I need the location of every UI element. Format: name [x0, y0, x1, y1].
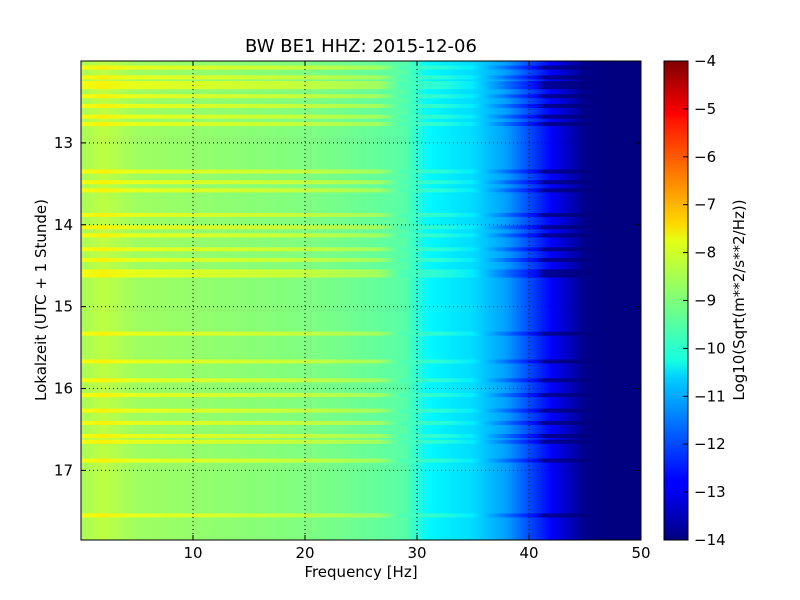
spectrogram-band	[81, 513, 597, 518]
spectrogram-band	[81, 188, 597, 193]
spectrogram-band	[81, 75, 597, 80]
spectrogram-band	[81, 104, 597, 109]
colorbar-tick-label: −14	[694, 531, 726, 549]
y-tick-label: 16	[54, 380, 73, 398]
spectrogram-background	[81, 61, 641, 540]
spectrogram-band	[81, 212, 597, 217]
colorbar-tick-label: −7	[694, 196, 716, 214]
spectrogram-band	[81, 393, 597, 398]
spectrogram-bands	[81, 65, 597, 518]
spectrogram-band	[81, 81, 597, 86]
spectrogram-band	[81, 257, 597, 262]
spectrogram-band	[81, 180, 597, 185]
chart-title: BW BE1 HHZ: 2015-12-06	[245, 36, 477, 57]
spectrogram-band	[81, 273, 597, 278]
y-tick-label: 13	[54, 134, 73, 152]
spectrogram-band	[81, 439, 597, 444]
spectrogram-band	[81, 65, 597, 70]
spectrogram-band	[81, 359, 597, 364]
y-tick-label: 15	[54, 298, 73, 316]
colorbar-tick-label: −12	[694, 435, 726, 453]
spectrogram-band	[81, 434, 597, 439]
x-tick-label: 50	[631, 544, 650, 562]
y-tick-label: 17	[54, 461, 73, 479]
y-axis-label: Lokalzeit (UTC + 1 Stunde)	[32, 199, 50, 401]
colorbar-tick-label: −10	[694, 339, 726, 357]
spectrogram-band	[81, 225, 597, 230]
spectrogram-band	[81, 269, 597, 274]
spectrogram-band	[81, 122, 597, 127]
spectrogram-band	[81, 331, 597, 336]
x-axis: 10 20 30 40 50	[183, 61, 651, 562]
spectrogram-band	[81, 247, 597, 252]
x-tick-label: 40	[519, 544, 538, 562]
spectrogram-band	[81, 458, 597, 463]
y-axis: 13 14 15 16 17	[54, 134, 641, 479]
x-tick-label: 20	[295, 544, 314, 562]
spectrogram-band	[81, 85, 597, 90]
spectrogram-band	[81, 378, 597, 383]
spectrogram-band	[81, 94, 597, 99]
colorbar-tick-label: −8	[694, 244, 716, 262]
colorbar-tick-label: −4	[694, 52, 716, 70]
colorbar-tick-label: −5	[694, 100, 716, 118]
x-tick-label: 10	[183, 544, 202, 562]
spectrogram-band	[81, 408, 597, 413]
spectrogram-band	[81, 114, 597, 119]
colorbar-tick-label: −11	[694, 387, 726, 405]
spectrogram-plot	[81, 61, 641, 540]
x-axis-label: Frequency [Hz]	[304, 563, 417, 581]
colorbar-tick-label: −13	[694, 483, 726, 501]
y-tick-label: 14	[54, 216, 73, 234]
colorbar-tick-label: −9	[694, 292, 716, 310]
spectrogram-band	[81, 233, 597, 238]
x-tick-label: 30	[407, 544, 426, 562]
plot-frame	[80, 60, 642, 541]
spectrogram-band	[81, 420, 597, 425]
grid-lines	[81, 61, 641, 540]
colorbar-label: Log10(Sqrt(m**2/s**2/Hz))	[730, 199, 748, 400]
colorbar-tick-label: −6	[694, 148, 716, 166]
colorbar-ticks: −4 −5 −6 −7 −8 −9 −10 −11 −12 −13 −14	[683, 52, 726, 549]
spectrogram-band	[81, 169, 597, 174]
